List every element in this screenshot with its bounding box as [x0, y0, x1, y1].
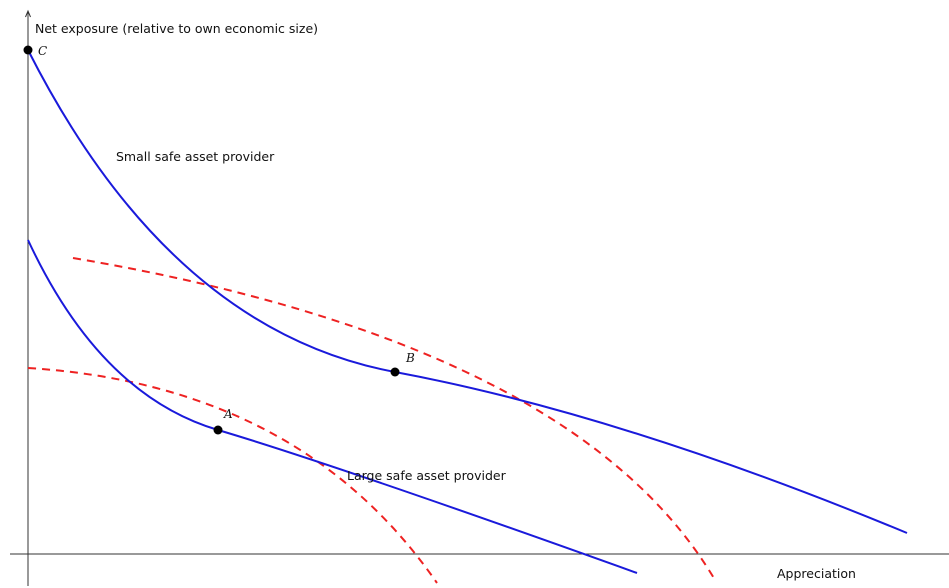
y-axis-label: Net exposure (relative to own economic s… [35, 21, 318, 36]
y-axis-arrow-icon [25, 9, 31, 18]
x-axis-label: Appreciation [777, 566, 856, 581]
curve-label-large: Large safe asset provider [347, 468, 507, 483]
curve-small-provider [27, 49, 908, 534]
point-a [213, 425, 223, 435]
point-label-b: B [405, 351, 415, 365]
point-c [23, 45, 33, 55]
tangent-curve-b [72, 257, 716, 581]
point-b [390, 367, 400, 377]
point-label-a: A [223, 407, 233, 421]
curve-large-provider [27, 239, 638, 574]
curve-label-small: Small safe asset provider [116, 149, 275, 164]
tangent-curve-a [27, 367, 438, 584]
point-label-c: C [38, 44, 47, 58]
